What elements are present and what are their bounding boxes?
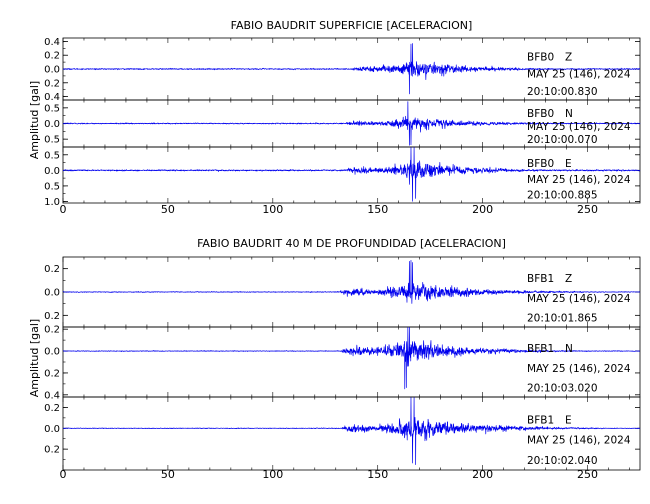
y-tick-label: 0.2 — [44, 403, 60, 414]
trace-panel-frame — [62, 396, 641, 471]
trace-time-label: 20:10:03.020 — [527, 382, 598, 394]
y-tick-label: 1.0 — [44, 197, 60, 208]
trace-time-label: 20:10:00.070 — [527, 134, 598, 146]
x-tick-label: 150 — [367, 468, 388, 481]
x-tick-label: 0 — [60, 468, 67, 481]
seismogram-trace-bfb0-n — [62, 101, 641, 146]
y-tick-label: 0.0 — [44, 65, 60, 76]
trace-component-label: Z — [565, 51, 572, 63]
y-tick-label: 0.2 — [44, 264, 60, 275]
trace-station-label: BFB1 — [527, 414, 554, 426]
trace-component-label: E — [565, 414, 572, 426]
trace-time-label: 20:10:02.040 — [527, 455, 598, 467]
trace-station-label: BFB0 — [527, 108, 554, 120]
y-tick-label: 0.5 — [44, 150, 60, 161]
x-tick-label: 200 — [472, 468, 493, 481]
seismogram-trace-bfb1-e — [62, 397, 641, 465]
y-tick-label: 0.5 — [44, 135, 60, 146]
x-tick-label: 0 — [60, 203, 67, 216]
trace-date-label: MAY 25 (146), 2024 — [527, 435, 631, 447]
trace-date-label: MAY 25 (146), 2024 — [527, 174, 631, 186]
seismogram-trace-bfb0-z — [62, 43, 641, 95]
trace-date-label: MAY 25 (146), 2024 — [527, 121, 631, 133]
y-tick-label: 0.0 — [44, 119, 60, 130]
trace-panel-frame — [62, 146, 641, 204]
y-axis-label-0: Amplitud [gal] — [28, 81, 41, 159]
y-tick-label: 0.2 — [44, 51, 60, 62]
trace-component-label: N — [565, 343, 573, 355]
x-tick-label: 250 — [577, 203, 598, 216]
x-tick-label: 100 — [262, 203, 283, 216]
y-tick-label: 0.2 — [44, 445, 60, 456]
y-tick-label: 0.5 — [44, 181, 60, 192]
trace-date-label: MAY 25 (146), 2024 — [527, 293, 631, 305]
seismogram-trace-bfb1-n — [62, 327, 641, 390]
x-tick-label: 150 — [367, 203, 388, 216]
trace-date-label: MAY 25 (146), 2024 — [527, 363, 631, 375]
x-tick-label: 50 — [161, 203, 175, 216]
y-tick-label: 0.5 — [44, 103, 60, 114]
y-tick-label: 0.2 — [44, 325, 60, 336]
y-tick-label: 0.4 — [44, 390, 60, 401]
y-tick-label: 0.2 — [44, 78, 60, 89]
y-axis-label-1: Amplitud [gal] — [28, 319, 41, 397]
y-tick-label: 0.0 — [44, 424, 60, 435]
trace-time-label: 20:10:00.830 — [527, 86, 598, 98]
y-tick-label: 0.2 — [44, 368, 60, 379]
chart-title-0: FABIO BAUDRIT SUPERFICIE [ACELERACION] — [231, 19, 473, 32]
y-tick-label: 0.0 — [44, 288, 60, 299]
trace-station-label: BFB0 — [527, 158, 554, 170]
seismogram-trace-bfb0-e — [62, 147, 641, 202]
y-tick-label: 0.2 — [44, 311, 60, 322]
trace-station-label: BFB1 — [527, 343, 554, 355]
trace-time-label: 20:10:01.865 — [527, 312, 598, 324]
y-tick-label: 0.0 — [44, 347, 60, 358]
chart-title-1: FABIO BAUDRIT 40 M DE PROFUNDIDAD [ACELE… — [197, 237, 506, 250]
trace-date-label: MAY 25 (146), 2024 — [527, 69, 631, 81]
x-tick-label: 100 — [262, 468, 283, 481]
seismogram-trace-bfb1-z — [62, 259, 641, 304]
x-tick-label: 200 — [472, 203, 493, 216]
y-tick-label: 0.0 — [44, 166, 60, 177]
trace-station-label: BFB0 — [527, 51, 554, 63]
y-tick-label: 0.4 — [44, 37, 60, 48]
trace-time-label: 20:10:00.885 — [527, 190, 598, 202]
trace-component-label: N — [565, 108, 573, 120]
x-tick-label: 50 — [161, 468, 175, 481]
trace-station-label: BFB1 — [527, 273, 554, 285]
y-tick-label: 0.4 — [44, 92, 60, 103]
trace-component-label: E — [565, 158, 572, 170]
x-tick-label: 250 — [577, 468, 598, 481]
trace-component-label: Z — [565, 273, 572, 285]
